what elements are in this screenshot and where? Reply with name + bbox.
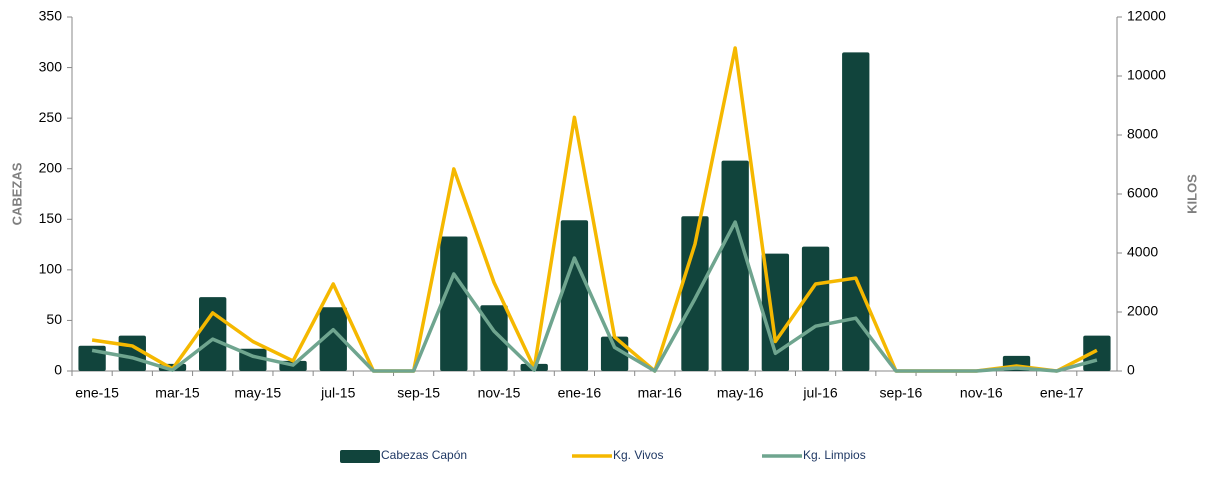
y2-axis-title: KILOS xyxy=(1184,174,1199,214)
y2-tick-label: 12000 xyxy=(1127,8,1166,24)
line xyxy=(91,46,1098,373)
bar xyxy=(681,216,709,371)
x-tick-label: may-15 xyxy=(235,385,282,401)
legend-swatch xyxy=(340,450,380,463)
y-tick-label: 150 xyxy=(39,210,63,226)
bar xyxy=(600,336,629,371)
bar xyxy=(199,297,227,371)
bar xyxy=(78,345,106,371)
x-tick-label: jul-16 xyxy=(802,385,837,401)
y2-tick-label: 0 xyxy=(1127,362,1135,378)
x-tick-label: jul-15 xyxy=(320,385,355,401)
bar xyxy=(319,307,347,371)
y-tick-label: 0 xyxy=(54,362,62,378)
y2-tick-label: 10000 xyxy=(1127,67,1166,83)
y-axis-title: CABEZAS xyxy=(9,162,24,225)
x-tick-label: sep-15 xyxy=(397,385,440,401)
x-tick-label: sep-16 xyxy=(880,385,923,401)
y-tick-label: 100 xyxy=(39,261,63,277)
x-tick-label: ene-17 xyxy=(1040,385,1084,401)
y2-tick-label: 4000 xyxy=(1127,244,1158,260)
y-tick-label: 200 xyxy=(39,159,63,175)
x-tick-label: may-16 xyxy=(717,385,764,401)
x-tick-label: nov-15 xyxy=(478,385,521,401)
y2-tick-label: 2000 xyxy=(1127,303,1158,319)
y2-tick-label: 8000 xyxy=(1127,126,1158,142)
legend-label: Cabezas Capón xyxy=(381,448,467,462)
x-tick-label: mar-15 xyxy=(155,385,200,401)
x-tick-label: nov-16 xyxy=(960,385,1003,401)
x-tick-label: ene-15 xyxy=(75,385,119,401)
bar xyxy=(721,160,749,371)
bar xyxy=(560,220,589,371)
y-tick-label: 300 xyxy=(39,58,63,74)
y2-tick-label: 6000 xyxy=(1127,185,1158,201)
x-tick-label: ene-16 xyxy=(558,385,602,401)
y-tick-label: 50 xyxy=(46,311,62,327)
bar xyxy=(440,236,468,371)
line xyxy=(91,220,1098,373)
x-tick-label: mar-16 xyxy=(638,385,683,401)
legend-label: Kg. Vivos xyxy=(613,448,663,462)
legend-label: Kg. Limpios xyxy=(803,448,866,462)
y-tick-label: 250 xyxy=(39,109,63,125)
bar xyxy=(842,52,870,372)
y-tick-label: 350 xyxy=(39,8,63,24)
bar xyxy=(801,246,830,371)
